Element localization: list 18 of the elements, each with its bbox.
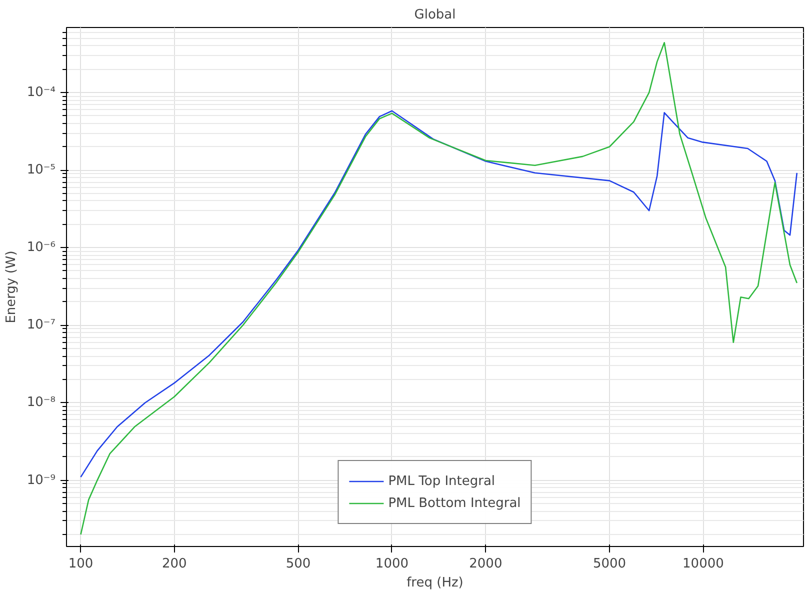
x-tick-label: 100 [68, 556, 94, 572]
x-tick-label: 200 [162, 556, 187, 572]
x-tick-label: 10000 [682, 556, 724, 572]
y-tick-label: 10⁻⁵ [26, 162, 56, 178]
x-tick-label: 5000 [592, 556, 626, 572]
y-tick-label: 10⁻⁷ [26, 318, 56, 333]
y-tick-label: 10⁻⁹ [26, 472, 56, 488]
y-axis-title: Energy (W) [4, 250, 19, 324]
y-tick-label: 10⁻⁶ [26, 240, 56, 256]
chart-title: Global [414, 8, 456, 22]
y-tick-label: 10⁻⁸ [26, 395, 56, 410]
x-axis-title: freq (Hz) [406, 576, 464, 590]
y-tick-label: 10⁻⁴ [26, 85, 56, 100]
x-tick-label: 1000 [375, 556, 409, 572]
x-tick-label: 500 [286, 556, 311, 572]
x-tick-label: 2000 [469, 556, 502, 572]
legend-label: PML Top Integral [388, 474, 496, 488]
legend-label: PML Bottom Integral [388, 496, 521, 510]
